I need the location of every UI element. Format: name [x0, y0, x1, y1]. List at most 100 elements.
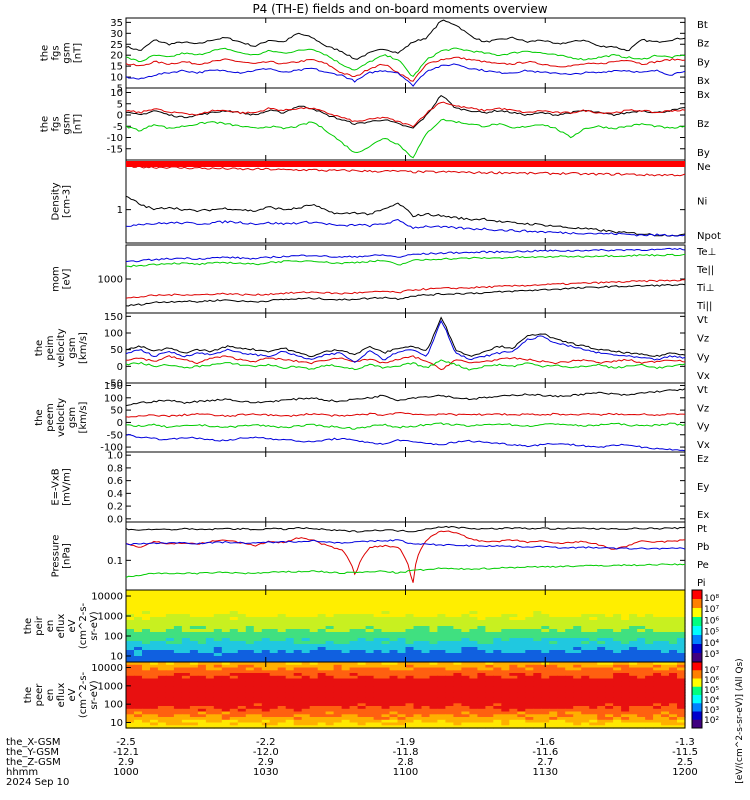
- series-line-Npot: [125, 218, 686, 237]
- legend-Vt: Vt: [697, 315, 708, 326]
- y-tick-label: 10000: [91, 663, 123, 674]
- y-tick-label: 1000: [98, 612, 123, 623]
- y-tick-label: 10: [110, 718, 123, 729]
- legend-By: By: [697, 148, 710, 159]
- series-line-Pb: [125, 530, 686, 583]
- y-tick-label: -10: [107, 133, 123, 144]
- axis-row-value: 1100: [393, 767, 418, 778]
- series-line-Pe: [125, 563, 686, 578]
- series-line-Bx: [125, 94, 686, 129]
- axis-row-value: -11.6: [532, 747, 558, 758]
- y-tick-label: 150: [104, 312, 123, 323]
- colorbar-segment: [692, 590, 702, 600]
- colorbar-label: [eV/(cm^2-s-sr-eV)] (All Qs): [735, 658, 745, 783]
- y-tick-label: 15: [110, 62, 123, 73]
- y-axis-label: thepeimvelocitygsm[km/s]: [34, 328, 89, 367]
- legend-Vz: Vz: [697, 334, 709, 345]
- y-tick-label: 1000: [98, 681, 123, 692]
- axis-row-value: 1030: [253, 767, 278, 778]
- y-tick-label: -15: [107, 144, 123, 155]
- legend-Bz: Bz: [697, 119, 709, 130]
- panels: 3530252015105thefgsgsm[nT]BtBzByBx1050-5…: [23, 17, 745, 784]
- y-tick-label: 5: [117, 84, 123, 95]
- panel-frame: [125, 382, 686, 453]
- spectrogram-cells: [126, 590, 686, 663]
- colorbar-tick-label: 10³: [704, 706, 719, 716]
- axis-row-value: 2.9: [118, 757, 134, 768]
- panel-7: 1.00.8 0.6 0.4 0.20.0 E=-VxB[mV/m] Ez Ey Ex: [51, 451, 710, 526]
- y-tick-label: 100: [104, 631, 123, 642]
- axis-row-value: 2.9: [258, 757, 274, 768]
- bottom-axis-labels: the_X-GSM -2.5 -2.2 -1.9 -1.6 -1.3 the_Y-GSM -1…: [6, 737, 698, 788]
- colorbar-segment: [692, 653, 702, 663]
- colorbar-segment: [692, 711, 702, 721]
- axis-row-value: 1000: [113, 767, 138, 778]
- legend-Pi: Pi: [697, 578, 706, 589]
- y-tick-label: 35: [110, 18, 123, 29]
- legend-Bt: Bt: [697, 20, 708, 31]
- density-top-bar: [126, 161, 685, 167]
- y-tick-label: 0: [117, 362, 123, 373]
- panel-3: 1 Density[cm-3] Ne Ni Npot: [51, 159, 721, 244]
- y-tick-label: 0.0: [107, 514, 123, 525]
- legend-By: By: [697, 57, 710, 68]
- figure-title: P4 (TH-E) fields and on-board moments ov…: [252, 2, 547, 16]
- y-tick-label: 0.1: [107, 556, 123, 567]
- legend-Bx: Bx: [697, 76, 710, 87]
- series-line-Vy: [125, 359, 686, 371]
- colorbar-segment: [692, 719, 702, 729]
- series-line-Vt: [125, 316, 686, 358]
- axis-row-value: 1200: [672, 767, 697, 778]
- y-axis-label: E=-VxB[mV/m]: [51, 468, 73, 506]
- y-axis-label: thepeemvelocitygsm[km/s]: [34, 398, 89, 437]
- legend-Vx: Vx: [697, 440, 710, 451]
- y-tick-label: 10: [110, 88, 123, 99]
- legend-Npot: Npot: [697, 231, 721, 242]
- y-tick-label: 1000: [98, 275, 123, 286]
- y-tick-label: 50: [110, 345, 123, 356]
- series-line-Vz: [125, 355, 686, 371]
- y-axis-label: Density[cm-3]: [51, 182, 73, 220]
- series-line-Vx: [125, 433, 686, 452]
- y-tick-label: 10: [110, 73, 123, 84]
- y-axis-label: thefgsgsm[nT]: [40, 42, 84, 63]
- colorbar-segment: [692, 608, 702, 618]
- axis-row-value: 2.5: [677, 757, 693, 768]
- colorbar-segment: [692, 686, 702, 696]
- y-tick-label: 0.8: [107, 463, 123, 474]
- y-tick-label: 1.0: [107, 451, 123, 462]
- axis-row-value: 1130: [533, 767, 558, 778]
- legend-Ne: Ne: [697, 162, 711, 173]
- axis-row-value: -11.5: [672, 747, 698, 758]
- series-line-Ni: [125, 195, 686, 237]
- axis-row-value: -2.2: [256, 737, 276, 748]
- colorbar-tick-label: 10⁸: [704, 594, 719, 604]
- legend-Ex: Ex: [697, 510, 709, 521]
- panel-frame: [125, 521, 686, 591]
- legend-Bx: Bx: [697, 90, 710, 101]
- y-axis-label: mom[eV]: [51, 266, 73, 292]
- y-tick-label: 50: [110, 406, 123, 417]
- series-line-By: [125, 118, 686, 159]
- series-line-Bt: [125, 19, 686, 60]
- colorbar-segment: [692, 678, 702, 688]
- colorbar-frame: [691, 661, 703, 729]
- y-tick-label: -50: [107, 430, 123, 441]
- legend-Ez: Ez: [697, 454, 709, 465]
- colorbar-tick-label: 10³: [704, 650, 719, 660]
- series-line-Bz: [125, 101, 686, 128]
- colorbar-tick-label: 10⁵: [704, 686, 719, 696]
- spectrogram-cells: [126, 662, 686, 729]
- axis-row-label: hhmm: [6, 767, 38, 778]
- axis-row-value: -11.8: [393, 747, 419, 758]
- y-tick-label: 0.6: [107, 476, 123, 487]
- series-line-Te⊥: [125, 279, 686, 299]
- series-line-Ti⊥: [125, 247, 686, 263]
- y-axis-label: Pressure[nPa]: [51, 535, 73, 578]
- colorbar-tick-label: 10⁵: [704, 628, 719, 638]
